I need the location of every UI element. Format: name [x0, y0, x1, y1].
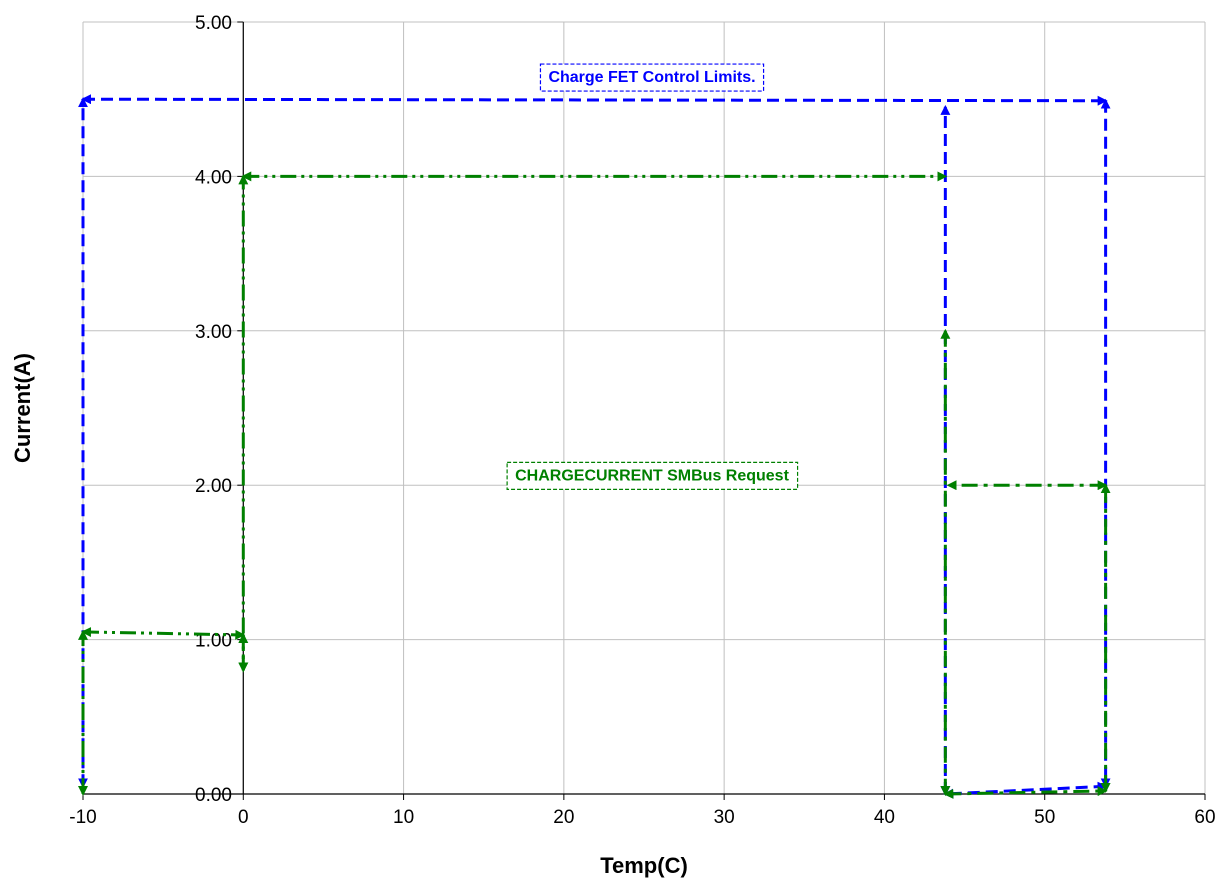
x-tick-label: 0	[238, 807, 249, 828]
grid	[82, 21, 1206, 795]
y-tick-label: 2.00	[195, 476, 232, 497]
series-1-segment	[81, 627, 246, 640]
annotation-box	[506, 461, 799, 490]
annotation-label: Charge FET Control Limits.	[548, 69, 755, 86]
x-axis-title: Temp(C)	[600, 853, 688, 878]
y-tick-label: 4.00	[195, 167, 232, 188]
annotation-box	[539, 63, 765, 92]
y-tick-label: 0.00	[195, 785, 232, 806]
series-2	[940, 328, 1111, 799]
series-1	[78, 171, 948, 796]
x-tick-label: 50	[1034, 807, 1055, 828]
series-0	[78, 94, 1111, 799]
x-tick-label: 60	[1194, 807, 1215, 828]
y-axis-title: Current(A)	[10, 353, 35, 463]
series-0-segment	[81, 94, 1108, 106]
annotation-1: CHARGECURRENT SMBus Request	[506, 461, 799, 490]
x-tick-label: 40	[874, 807, 895, 828]
y-tick-label: 3.00	[195, 322, 232, 343]
annotation-label: CHARGECURRENT SMBus Request	[515, 467, 789, 484]
x-tick-label: -10	[69, 807, 96, 828]
x-tick-label: 10	[393, 807, 414, 828]
series-layer	[78, 94, 1111, 799]
x-tick-label: 20	[553, 807, 574, 828]
tick-labels: -10 0 10 20 30 40 50 600.001.002.003.004.005.00	[69, 13, 1215, 828]
annotation-0: Charge FET Control Limits.	[539, 63, 765, 92]
x-tick-label: 30	[714, 807, 735, 828]
series-2-segment	[943, 786, 1108, 799]
y-tick-label: 5.00	[195, 13, 232, 34]
axes	[82, 21, 1206, 800]
annotations: Charge FET Control Limits. CHARGECURRENT …	[506, 63, 799, 490]
